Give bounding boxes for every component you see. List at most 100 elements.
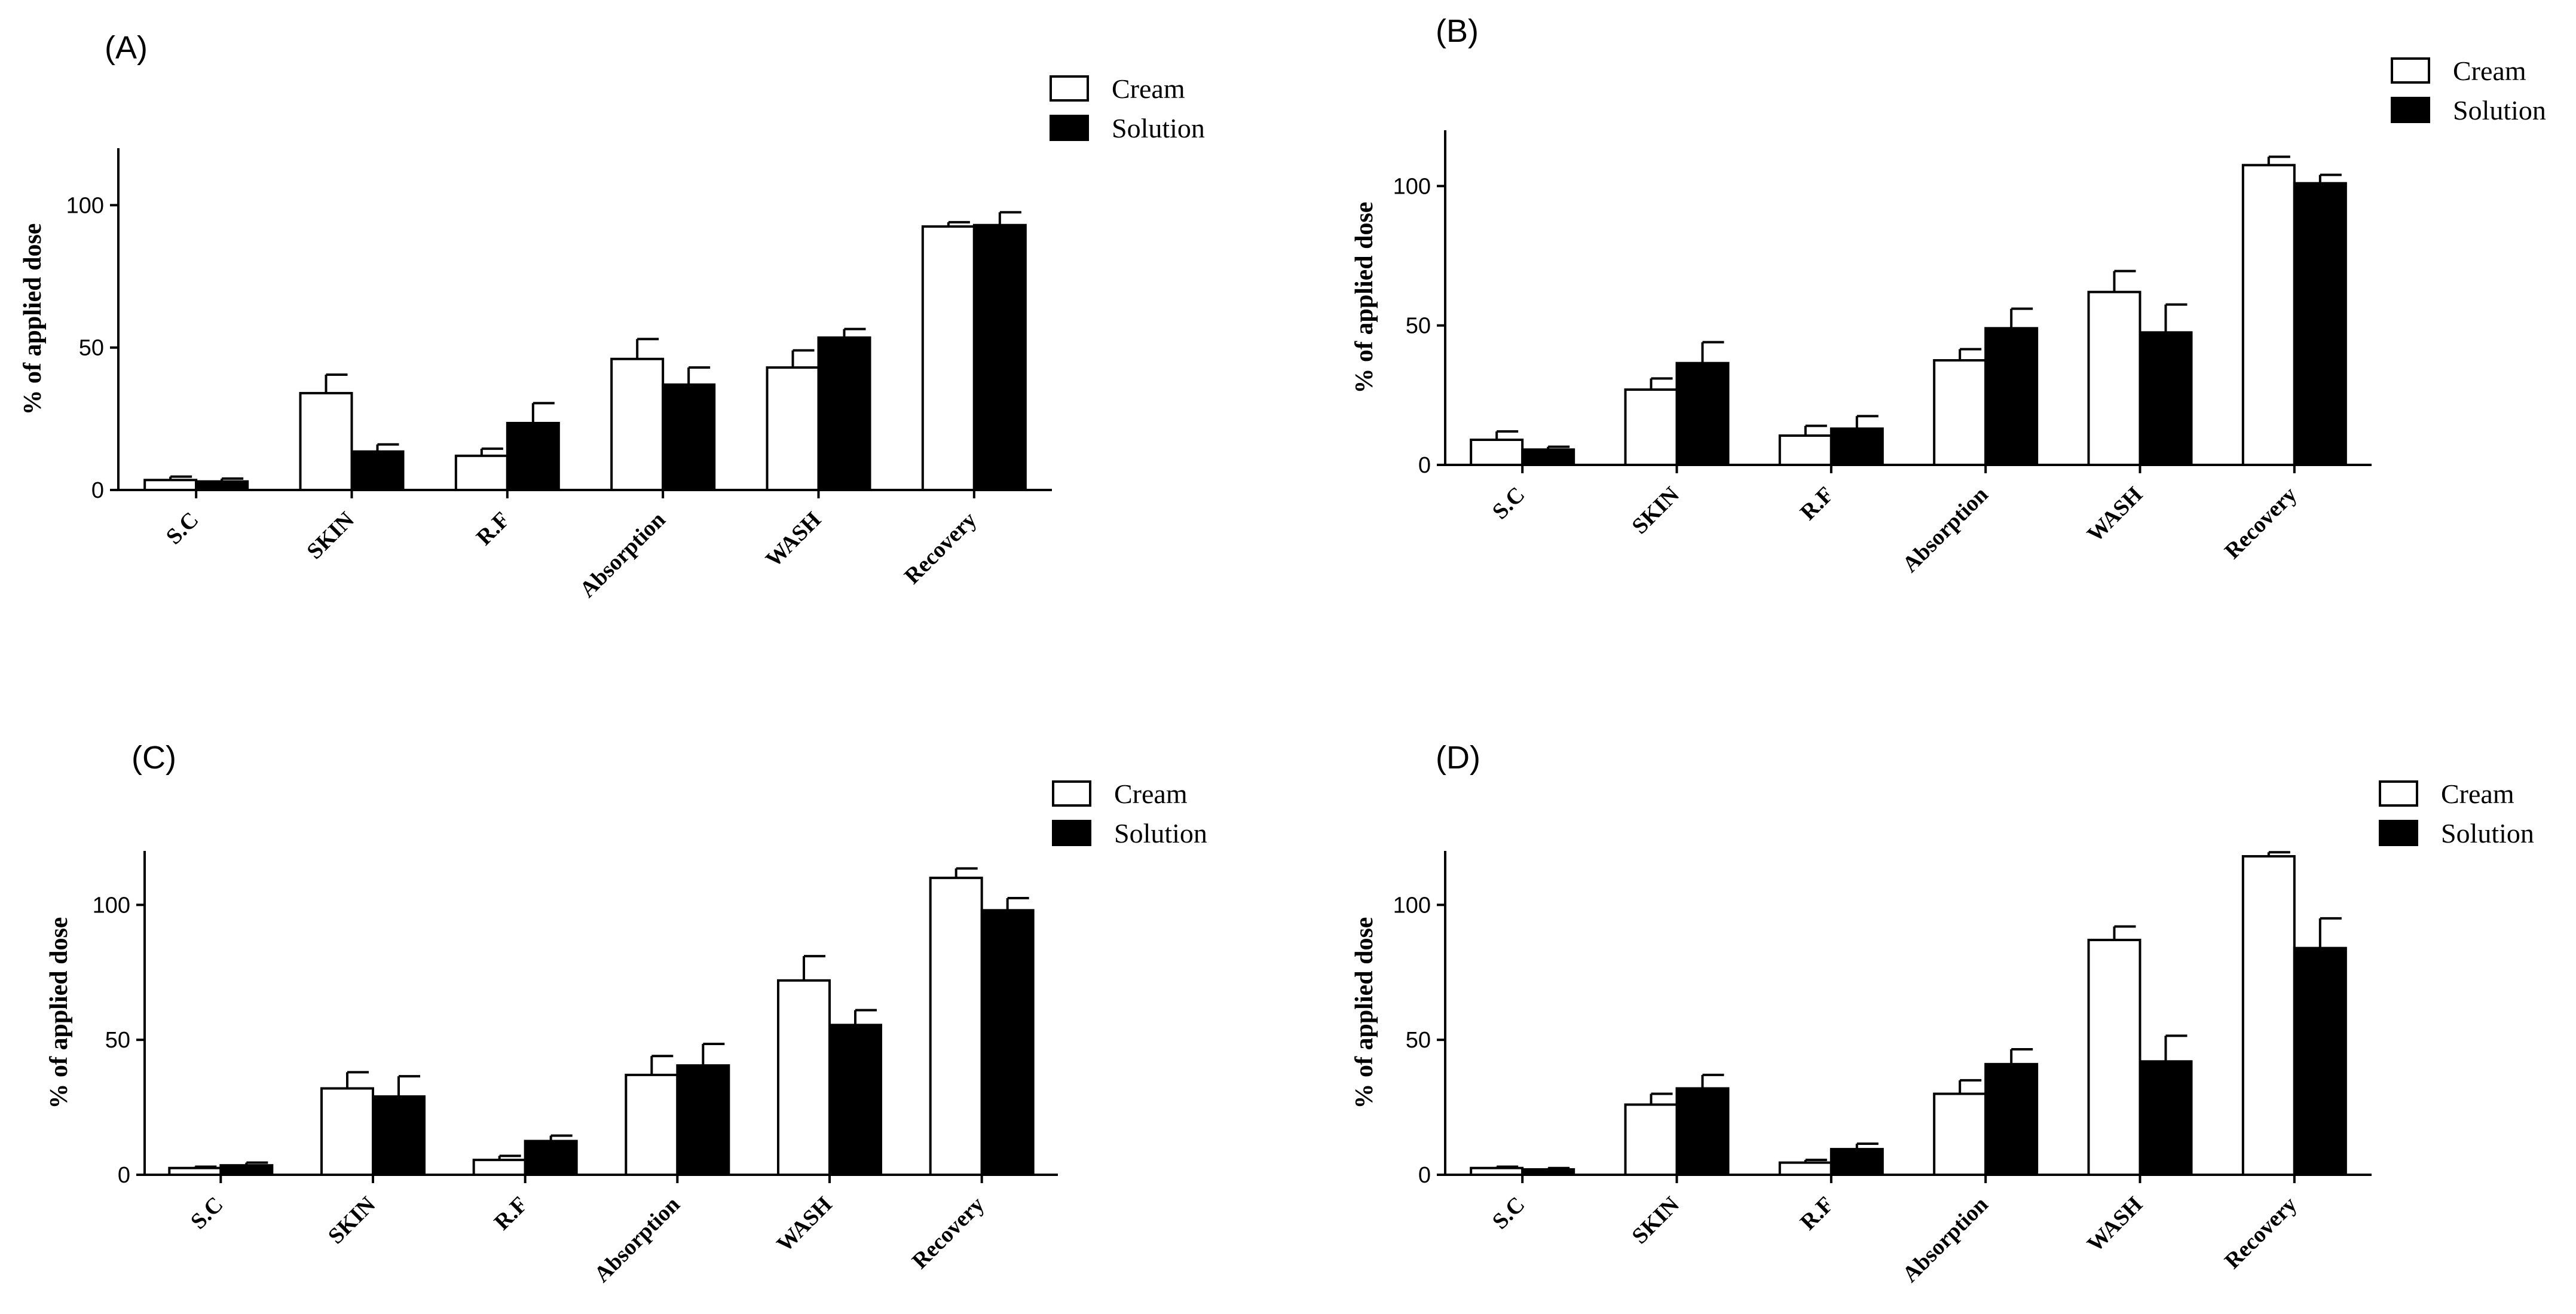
y-tick-label: 0	[1418, 1163, 1431, 1188]
bar-cream-absorption	[1933, 1092, 1987, 1176]
bar-cream-rf	[454, 454, 509, 491]
legend: Cream Solution	[2391, 56, 2546, 125]
bar-solution-skin	[1675, 1087, 1730, 1177]
bar-solution-sc	[1521, 448, 1575, 466]
legend-swatch-solution	[1052, 820, 1091, 846]
x-tick-label: Absorption	[575, 507, 671, 603]
bar-solution-recovery	[972, 223, 1027, 491]
legend: Cream Solution	[2379, 779, 2534, 849]
bar-solution-rf	[1829, 1148, 1884, 1177]
legend-label-cream: Cream	[1114, 779, 1188, 809]
x-tick-label: S.C	[161, 507, 204, 550]
panel-label: (A)	[105, 30, 148, 66]
x-tick-label: SKIN	[323, 1192, 380, 1249]
bar-cream-absorption	[625, 1073, 679, 1176]
chart-panel-2: (B) 0 50 100 % of applied dose S.C SKIN R.F Abso…	[1351, 13, 2546, 577]
y-tick-label: 50	[1406, 1028, 1431, 1053]
legend-label-solution: Solution	[1114, 818, 1207, 849]
x-tick-label: S.C	[1488, 482, 1530, 525]
bar-cream-rf	[1778, 1161, 1832, 1177]
x-tick-label: SKIN	[1627, 1192, 1684, 1249]
bar-solution-skin	[350, 450, 405, 492]
bar-cream-absorption	[610, 357, 665, 491]
y-axis-label: % of applied dose	[1351, 917, 1378, 1109]
y-tick-label: 0	[1418, 453, 1431, 478]
bar-solution-wash	[2138, 1060, 2193, 1177]
y-axis-label: % of applied dose	[45, 917, 73, 1109]
bar-cream-skin	[320, 1087, 374, 1177]
x-tick-label: WASH	[2082, 482, 2147, 547]
x-tick-label: Absorption	[589, 1192, 685, 1288]
bar-cream-recovery	[921, 225, 975, 491]
y-axis-label: % of applied dose	[19, 223, 47, 415]
legend-swatch-cream	[1052, 780, 1091, 807]
y-tick-label: 100	[1393, 893, 1431, 918]
legend: Cream Solution	[1050, 73, 1205, 143]
bar-solution-absorption	[676, 1064, 730, 1176]
bar-solution-rf	[1829, 427, 1884, 466]
x-tick-label: Absorption	[1898, 482, 1993, 578]
bar-solution-rf	[506, 421, 560, 492]
bar-cream-sc	[143, 479, 198, 491]
x-tick-label: Absorption	[1898, 1192, 1993, 1288]
x-tick-label: R.F	[489, 1192, 533, 1235]
legend: Cream Solution	[1052, 779, 1207, 849]
bar-cream-skin	[299, 391, 353, 492]
x-tick-label: R.F	[1795, 482, 1838, 525]
bar-solution-wash	[828, 1024, 882, 1176]
bar-cream-skin	[1624, 388, 1678, 466]
legend-label-solution: Solution	[2441, 818, 2534, 849]
y-tick-label: 0	[91, 478, 104, 503]
legend-swatch-solution	[1050, 115, 1089, 141]
legend-label-cream: Cream	[1112, 73, 1185, 104]
y-tick-label: 100	[1393, 174, 1431, 199]
legend-swatch-cream	[2379, 780, 2418, 807]
chart-panel-3: (C) 0 50 100 % of applied dose S.C SKIN R.F Abso…	[45, 740, 1207, 1287]
x-tick-label: SKIN	[302, 507, 359, 564]
bar-solution-recovery	[980, 909, 1035, 1177]
legend-swatch-solution	[2379, 820, 2418, 846]
bar-solution-absorption	[1984, 327, 2039, 466]
legend-label-cream: Cream	[2441, 779, 2514, 809]
bar-cream-sc	[1470, 1166, 1524, 1177]
bar-cream-skin	[1624, 1103, 1678, 1176]
x-tick-label: WASH	[761, 507, 826, 572]
bar-solution-wash	[817, 336, 871, 491]
bar-cream-rf	[472, 1159, 527, 1176]
x-tick-label: WASH	[2082, 1192, 2147, 1257]
legend-swatch-cream	[2391, 57, 2430, 84]
x-tick-label: Recovery	[2220, 482, 2302, 564]
y-tick-label: 0	[118, 1163, 130, 1188]
x-tick-label: S.C	[186, 1192, 228, 1235]
x-tick-label: R.F	[1795, 1192, 1838, 1235]
x-tick-label: SKIN	[1627, 482, 1684, 539]
x-tick-label: WASH	[772, 1192, 837, 1257]
x-tick-label: Recovery	[2220, 1192, 2302, 1274]
bar-cream-sc	[1470, 439, 1524, 466]
bar-cream-recovery	[2241, 855, 2296, 1176]
y-tick-label: 100	[93, 893, 130, 918]
bar-solution-skin	[372, 1095, 426, 1177]
panel-label: (B)	[1436, 13, 1479, 49]
bar-solution-wash	[2138, 331, 2193, 466]
bar-cream-wash	[2087, 939, 2141, 1177]
bar-cream-rf	[1778, 434, 1832, 466]
x-tick-label: Recovery	[907, 1192, 989, 1274]
x-tick-label: S.C	[1488, 1192, 1530, 1235]
bar-cream-recovery	[2241, 164, 2296, 466]
bar-cream-wash	[766, 366, 820, 491]
y-tick-label: 50	[79, 336, 104, 361]
legend-swatch-cream	[1050, 75, 1089, 102]
bar-solution-recovery	[2293, 182, 2347, 466]
y-tick-label: 100	[66, 193, 104, 218]
panel-label: (D)	[1436, 740, 1480, 776]
bar-solution-recovery	[2293, 947, 2347, 1176]
bar-solution-sc	[195, 480, 249, 492]
bar-solution-sc	[1521, 1168, 1575, 1177]
bar-cream-recovery	[929, 877, 983, 1176]
legend-label-cream: Cream	[2453, 56, 2526, 86]
bar-cream-wash	[2087, 290, 2141, 466]
chart-panel-1: (A) 0 50 100 % of applied dose S.C SKIN R.F Abso…	[19, 30, 1205, 602]
x-tick-label: R.F	[472, 507, 515, 550]
